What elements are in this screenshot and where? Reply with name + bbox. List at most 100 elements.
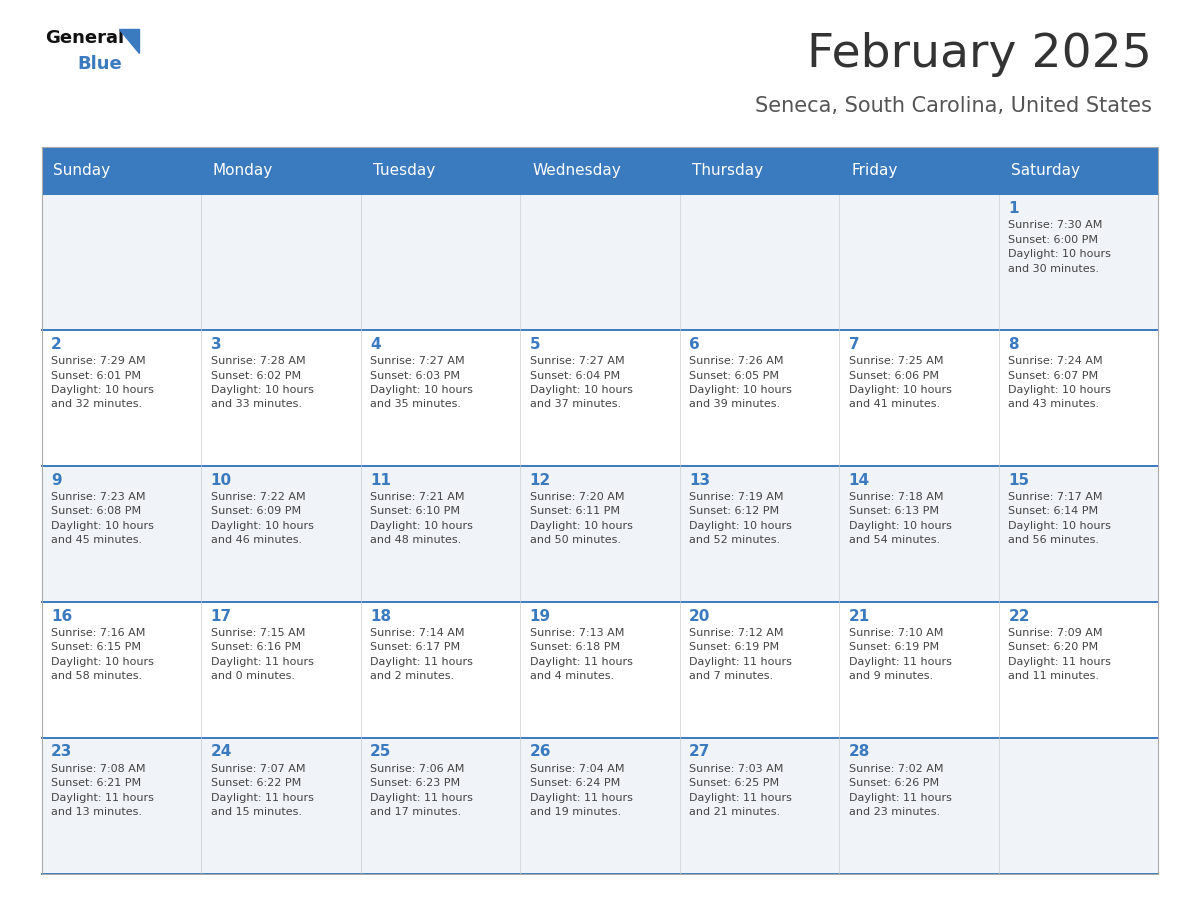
Text: 24: 24 [210, 744, 232, 759]
Bar [680, 602, 839, 738]
Text: 19: 19 [530, 609, 551, 623]
Text: Friday: Friday [851, 163, 897, 178]
Text: Wednesday: Wednesday [532, 163, 621, 178]
Text: 8: 8 [1009, 337, 1019, 352]
Bar [42, 330, 201, 466]
Bar [201, 195, 361, 330]
Text: 17: 17 [210, 609, 232, 623]
Text: 1: 1 [1009, 201, 1019, 216]
Text: Sunrise: 7:16 AM
Sunset: 6:15 PM
Daylight: 10 hours
and 58 minutes.: Sunrise: 7:16 AM Sunset: 6:15 PM Dayligh… [51, 628, 154, 681]
Bar [999, 330, 1158, 466]
Text: 25: 25 [371, 744, 392, 759]
Text: 9: 9 [51, 473, 62, 487]
Text: 11: 11 [371, 473, 391, 487]
Bar [839, 602, 999, 738]
Text: 12: 12 [530, 473, 551, 487]
Text: Sunrise: 7:28 AM
Sunset: 6:02 PM
Daylight: 10 hours
and 33 minutes.: Sunrise: 7:28 AM Sunset: 6:02 PM Dayligh… [210, 356, 314, 409]
Bar [520, 330, 680, 466]
Text: 13: 13 [689, 473, 710, 487]
Bar [839, 195, 999, 330]
Bar [999, 147, 1158, 195]
Text: Sunrise: 7:25 AM
Sunset: 6:06 PM
Daylight: 10 hours
and 41 minutes.: Sunrise: 7:25 AM Sunset: 6:06 PM Dayligh… [848, 356, 952, 409]
Text: Sunrise: 7:09 AM
Sunset: 6:20 PM
Daylight: 11 hours
and 11 minutes.: Sunrise: 7:09 AM Sunset: 6:20 PM Dayligh… [1009, 628, 1111, 681]
Bar [520, 195, 680, 330]
Text: Sunrise: 7:19 AM
Sunset: 6:12 PM
Daylight: 10 hours
and 52 minutes.: Sunrise: 7:19 AM Sunset: 6:12 PM Dayligh… [689, 492, 792, 545]
Text: Sunrise: 7:12 AM
Sunset: 6:19 PM
Daylight: 11 hours
and 7 minutes.: Sunrise: 7:12 AM Sunset: 6:19 PM Dayligh… [689, 628, 792, 681]
Text: Sunrise: 7:06 AM
Sunset: 6:23 PM
Daylight: 11 hours
and 17 minutes.: Sunrise: 7:06 AM Sunset: 6:23 PM Dayligh… [371, 764, 473, 817]
Bar [201, 330, 361, 466]
Bar [42, 602, 201, 738]
Bar [42, 466, 201, 602]
Text: 2: 2 [51, 337, 62, 352]
Bar [201, 738, 361, 874]
Bar [999, 602, 1158, 738]
Bar [999, 195, 1158, 330]
Text: Sunrise: 7:27 AM
Sunset: 6:03 PM
Daylight: 10 hours
and 35 minutes.: Sunrise: 7:27 AM Sunset: 6:03 PM Dayligh… [371, 356, 473, 409]
Bar [999, 738, 1158, 874]
Text: 4: 4 [371, 337, 381, 352]
Text: Sunrise: 7:24 AM
Sunset: 6:07 PM
Daylight: 10 hours
and 43 minutes.: Sunrise: 7:24 AM Sunset: 6:07 PM Dayligh… [1009, 356, 1111, 409]
Text: 3: 3 [210, 337, 221, 352]
Text: Seneca, South Carolina, United States: Seneca, South Carolina, United States [756, 96, 1152, 117]
Bar [201, 602, 361, 738]
Polygon shape [119, 29, 139, 53]
Text: 14: 14 [848, 473, 870, 487]
Text: Sunrise: 7:03 AM
Sunset: 6:25 PM
Daylight: 11 hours
and 21 minutes.: Sunrise: 7:03 AM Sunset: 6:25 PM Dayligh… [689, 764, 792, 817]
Bar [839, 466, 999, 602]
Bar [839, 330, 999, 466]
Text: 5: 5 [530, 337, 541, 352]
Text: Sunrise: 7:10 AM
Sunset: 6:19 PM
Daylight: 11 hours
and 9 minutes.: Sunrise: 7:10 AM Sunset: 6:19 PM Dayligh… [848, 628, 952, 681]
Bar [680, 738, 839, 874]
Bar [999, 466, 1158, 602]
Text: Sunrise: 7:23 AM
Sunset: 6:08 PM
Daylight: 10 hours
and 45 minutes.: Sunrise: 7:23 AM Sunset: 6:08 PM Dayligh… [51, 492, 154, 545]
Text: Sunrise: 7:02 AM
Sunset: 6:26 PM
Daylight: 11 hours
and 23 minutes.: Sunrise: 7:02 AM Sunset: 6:26 PM Dayligh… [848, 764, 952, 817]
Text: 18: 18 [371, 609, 391, 623]
Bar [42, 738, 201, 874]
Bar [201, 466, 361, 602]
Bar [680, 147, 839, 195]
Bar [680, 195, 839, 330]
Text: Sunrise: 7:30 AM
Sunset: 6:00 PM
Daylight: 10 hours
and 30 minutes.: Sunrise: 7:30 AM Sunset: 6:00 PM Dayligh… [1009, 220, 1111, 274]
Text: 7: 7 [848, 337, 859, 352]
Text: 26: 26 [530, 744, 551, 759]
Text: 10: 10 [210, 473, 232, 487]
Text: 21: 21 [848, 609, 870, 623]
Text: 15: 15 [1009, 473, 1029, 487]
Bar [680, 466, 839, 602]
Text: Saturday: Saturday [1011, 163, 1080, 178]
Bar [520, 738, 680, 874]
Text: Sunrise: 7:22 AM
Sunset: 6:09 PM
Daylight: 10 hours
and 46 minutes.: Sunrise: 7:22 AM Sunset: 6:09 PM Dayligh… [210, 492, 314, 545]
Bar [839, 738, 999, 874]
Bar [520, 602, 680, 738]
Bar [361, 147, 520, 195]
Text: Sunrise: 7:15 AM
Sunset: 6:16 PM
Daylight: 11 hours
and 0 minutes.: Sunrise: 7:15 AM Sunset: 6:16 PM Dayligh… [210, 628, 314, 681]
Text: 16: 16 [51, 609, 72, 623]
Text: 27: 27 [689, 744, 710, 759]
Bar [361, 602, 520, 738]
Bar [839, 147, 999, 195]
Text: 20: 20 [689, 609, 710, 623]
Bar [520, 466, 680, 602]
Text: General: General [45, 29, 125, 48]
Text: Monday: Monday [213, 163, 273, 178]
Bar [680, 330, 839, 466]
Text: Sunrise: 7:29 AM
Sunset: 6:01 PM
Daylight: 10 hours
and 32 minutes.: Sunrise: 7:29 AM Sunset: 6:01 PM Dayligh… [51, 356, 154, 409]
Text: Sunrise: 7:07 AM
Sunset: 6:22 PM
Daylight: 11 hours
and 15 minutes.: Sunrise: 7:07 AM Sunset: 6:22 PM Dayligh… [210, 764, 314, 817]
Bar [42, 147, 1158, 874]
Text: 28: 28 [848, 744, 870, 759]
Text: Sunrise: 7:27 AM
Sunset: 6:04 PM
Daylight: 10 hours
and 37 minutes.: Sunrise: 7:27 AM Sunset: 6:04 PM Dayligh… [530, 356, 632, 409]
Text: Sunrise: 7:26 AM
Sunset: 6:05 PM
Daylight: 10 hours
and 39 minutes.: Sunrise: 7:26 AM Sunset: 6:05 PM Dayligh… [689, 356, 792, 409]
Text: 23: 23 [51, 744, 72, 759]
Text: Sunrise: 7:08 AM
Sunset: 6:21 PM
Daylight: 11 hours
and 13 minutes.: Sunrise: 7:08 AM Sunset: 6:21 PM Dayligh… [51, 764, 154, 817]
Text: Thursday: Thursday [691, 163, 763, 178]
Text: Blue: Blue [77, 55, 122, 73]
Bar [520, 147, 680, 195]
Text: Sunrise: 7:14 AM
Sunset: 6:17 PM
Daylight: 11 hours
and 2 minutes.: Sunrise: 7:14 AM Sunset: 6:17 PM Dayligh… [371, 628, 473, 681]
Text: Tuesday: Tuesday [373, 163, 435, 178]
Text: 6: 6 [689, 337, 700, 352]
Bar [201, 147, 361, 195]
Bar [361, 330, 520, 466]
Text: Sunrise: 7:21 AM
Sunset: 6:10 PM
Daylight: 10 hours
and 48 minutes.: Sunrise: 7:21 AM Sunset: 6:10 PM Dayligh… [371, 492, 473, 545]
Text: Sunday: Sunday [53, 163, 110, 178]
Bar [361, 738, 520, 874]
